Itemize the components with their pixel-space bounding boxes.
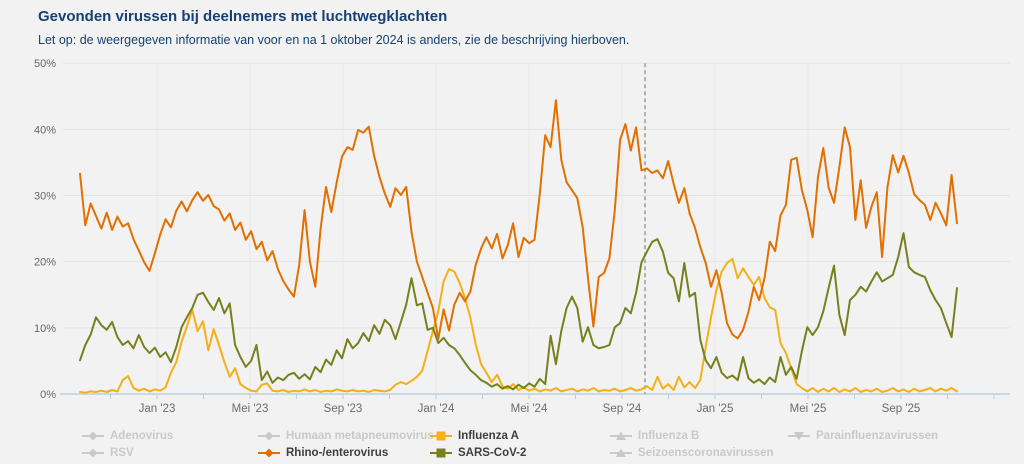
- legend-marker-triangle-up-icon: [610, 448, 632, 457]
- legend-item-rhino-enterovirus[interactable]: Rhino-/enterovirus: [258, 444, 434, 461]
- legend-marker-triangle-up-icon: [610, 431, 632, 440]
- legend-item-adenovirus[interactable]: Adenovirus: [82, 427, 173, 444]
- legend-column: Humaan metapneumovirus Rhino-/enterovirus: [258, 427, 434, 461]
- chart-legend: Adenovirus RSV Humaan metapneumovirus Rhino…: [0, 427, 1024, 464]
- legend-item-sars-cov-2[interactable]: SARS-CoV-2: [430, 444, 526, 461]
- legend-item-humaan-metapneumovirus[interactable]: Humaan metapneumovirus: [258, 427, 434, 444]
- legend-item-label: Influenza B: [638, 429, 700, 442]
- legend-marker-square-icon: [430, 431, 452, 440]
- y-axis-label: 10%: [34, 323, 56, 335]
- series-line-sars-cov-2: [79, 232, 958, 391]
- series-line-influenza-a: [79, 258, 958, 394]
- legend-item-label: Seizoenscoronavirussen: [638, 446, 774, 459]
- x-axis-label: Sep '25: [882, 403, 921, 415]
- x-axis-label: Jan '24: [418, 403, 455, 415]
- legend-column: Adenovirus RSV: [82, 427, 173, 461]
- y-axis-label: 30%: [34, 191, 56, 203]
- virus-trend-chart: 0% 10% 20% 30% 40% 50% Jan '23 Mei '23 Sep '23 Ja…: [34, 58, 1010, 415]
- legend-marker-diamond-icon: [82, 448, 104, 457]
- legend-item-label: SARS-CoV-2: [458, 446, 527, 459]
- y-axis-label: 40%: [34, 124, 56, 136]
- legend-item-label: RSV: [110, 446, 134, 459]
- legend-item-label: Parainfluenzavirussen: [816, 429, 939, 442]
- x-axis-label: Mei '23: [232, 403, 269, 415]
- legend-item-rsv[interactable]: RSV: [82, 444, 173, 461]
- legend-item-seizoenscoronavirussen[interactable]: Seizoenscoronavirussen: [610, 444, 774, 461]
- legend-item-label: Influenza A: [458, 429, 519, 442]
- series-line-rhino-enterovirus: [79, 99, 958, 341]
- y-axis-label: 50%: [34, 58, 56, 70]
- x-axis-label: Jan '23: [139, 403, 176, 415]
- legend-marker-diamond-icon: [258, 448, 280, 457]
- x-axis-label: Sep '24: [603, 403, 642, 415]
- legend-column: Influenza A SARS-CoV-2: [430, 427, 526, 461]
- legend-item-parainfluenzavirussen[interactable]: Parainfluenzavirussen: [788, 427, 938, 444]
- legend-item-influenza-b[interactable]: Influenza B: [610, 427, 774, 444]
- legend-column: Influenza B Seizoenscoronavirussen: [610, 427, 774, 461]
- x-axis-label: Mei '25: [790, 403, 827, 415]
- x-axis-label: Jan '25: [697, 403, 734, 415]
- y-axis-label: 20%: [34, 257, 56, 269]
- legend-marker-square-icon: [430, 448, 452, 457]
- legend-marker-triangle-down-icon: [788, 431, 810, 440]
- legend-item-influenza-a[interactable]: Influenza A: [430, 427, 526, 444]
- legend-item-label: Adenovirus: [110, 429, 174, 442]
- legend-item-label: Rhino-/enterovirus: [286, 446, 389, 459]
- y-axis-label: 0%: [40, 389, 56, 401]
- x-axis-label: Mei '24: [511, 403, 548, 415]
- legend-marker-diamond-icon: [258, 431, 280, 440]
- chart-title: Gevonden virussen bij deelnemers met luc…: [38, 8, 448, 25]
- legend-column: Parainfluenzavirussen: [788, 427, 938, 444]
- x-axis-label: Sep '23: [324, 403, 363, 415]
- legend-marker-diamond-icon: [82, 431, 104, 440]
- chart-subtitle: Let op: de weergegeven informatie van vo…: [38, 33, 630, 47]
- legend-item-label: Humaan metapneumovirus: [286, 429, 434, 442]
